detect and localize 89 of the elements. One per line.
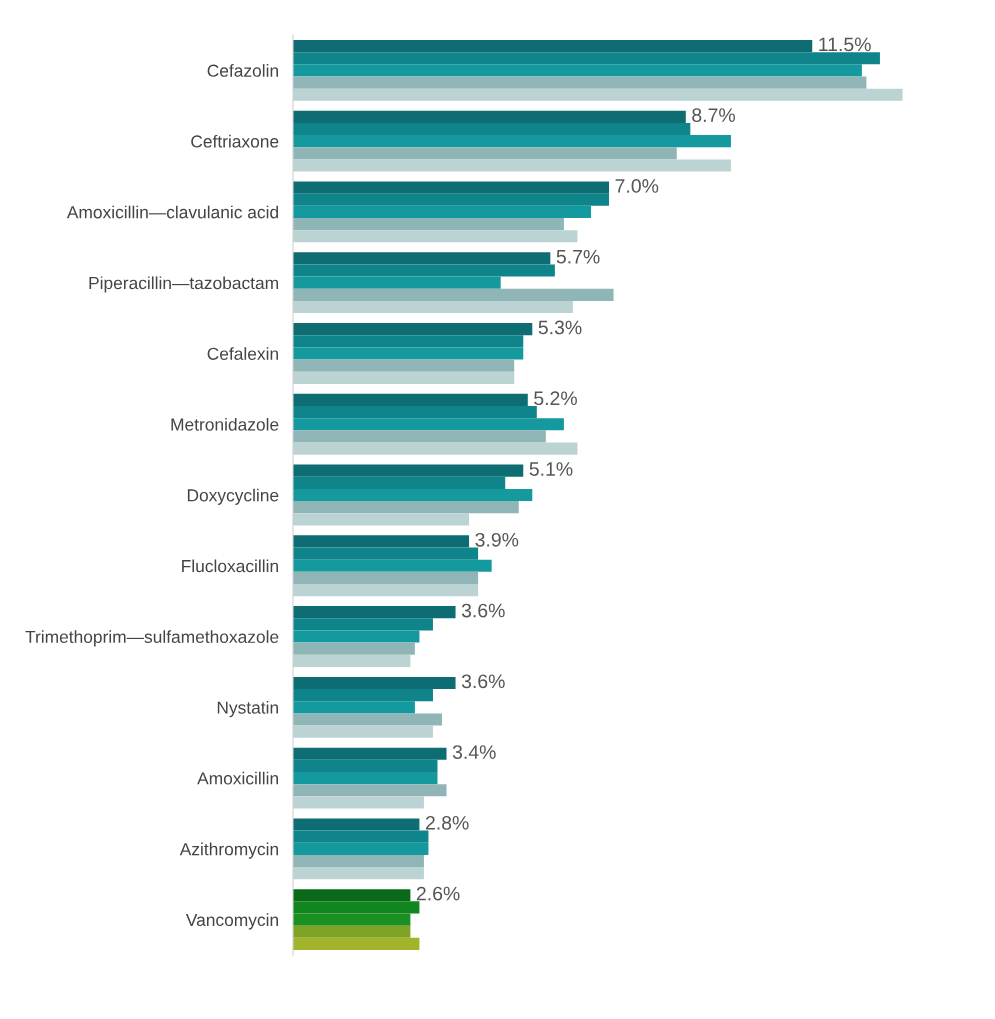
bar bbox=[293, 676, 456, 690]
bar bbox=[293, 889, 411, 902]
y-tick-label: Cefalexin bbox=[207, 347, 278, 360]
bar bbox=[293, 584, 479, 597]
bar bbox=[293, 464, 524, 477]
data-label: 3.9% bbox=[475, 532, 519, 547]
data-label: 7.0% bbox=[615, 179, 659, 193]
bar bbox=[293, 771, 438, 785]
bar bbox=[293, 205, 591, 219]
bar bbox=[293, 713, 442, 726]
data-label: 5.1% bbox=[529, 462, 573, 476]
bar bbox=[293, 110, 686, 123]
bar bbox=[293, 371, 515, 384]
bar bbox=[293, 818, 420, 831]
data-label: 2.6% bbox=[416, 886, 460, 901]
bar bbox=[293, 476, 506, 489]
data-label: 2.8% bbox=[425, 815, 469, 830]
bar bbox=[293, 252, 551, 265]
bar bbox=[293, 64, 862, 77]
bar bbox=[293, 347, 524, 360]
bar bbox=[293, 39, 813, 53]
bar bbox=[293, 925, 411, 938]
bar bbox=[293, 323, 533, 336]
bar bbox=[293, 135, 731, 148]
y-tick-label: Metronidazole bbox=[171, 417, 279, 431]
data-label: 5.7% bbox=[556, 249, 600, 264]
bar bbox=[293, 181, 610, 194]
data-label: 5.2% bbox=[534, 391, 577, 406]
y-tick-label: Ceftriaxone bbox=[191, 134, 279, 148]
bar bbox=[293, 488, 533, 502]
bar bbox=[293, 76, 867, 89]
bar bbox=[293, 147, 677, 160]
y-tick-label: Nystatin bbox=[217, 701, 278, 718]
bar bbox=[293, 418, 564, 431]
bar bbox=[293, 854, 424, 868]
bar bbox=[293, 784, 447, 797]
bar bbox=[293, 264, 555, 277]
y-tick-label: Vancomycin bbox=[185, 913, 278, 930]
bar bbox=[293, 88, 903, 101]
data-label: 5.3% bbox=[538, 320, 582, 335]
y-tick-label: Piperacillin—tazobactam bbox=[89, 276, 278, 293]
bar bbox=[293, 630, 420, 643]
bar bbox=[293, 606, 456, 619]
bar bbox=[293, 193, 610, 206]
y-tick-label: Flucloxacillin bbox=[182, 559, 278, 573]
bar bbox=[293, 300, 573, 314]
bar bbox=[293, 796, 424, 809]
y-tick-label: Amoxicillin—clavulanic acid bbox=[66, 205, 278, 219]
bar bbox=[293, 442, 578, 455]
bar bbox=[293, 689, 433, 702]
data-label: 3.6% bbox=[461, 674, 505, 689]
data-label: 8.7% bbox=[692, 108, 735, 123]
bar bbox=[293, 52, 880, 65]
bar bbox=[293, 276, 501, 289]
bar bbox=[293, 335, 524, 348]
bar bbox=[293, 430, 546, 443]
bar bbox=[293, 559, 492, 572]
bar bbox=[293, 122, 691, 136]
bar bbox=[293, 654, 411, 667]
bar bbox=[293, 513, 470, 526]
bar bbox=[293, 618, 433, 631]
y-tick-label: Doxycycline bbox=[187, 488, 279, 505]
bar bbox=[293, 218, 564, 231]
bar bbox=[293, 747, 447, 760]
bar bbox=[293, 535, 470, 548]
bar bbox=[293, 867, 424, 880]
bar bbox=[293, 359, 515, 372]
bar bbox=[293, 571, 479, 585]
bar bbox=[293, 642, 415, 655]
bar bbox=[293, 230, 578, 243]
y-tick-label: Trimethoprim—sulfamethoxazole bbox=[25, 630, 279, 647]
bar bbox=[293, 701, 415, 714]
bar bbox=[293, 842, 429, 855]
bar bbox=[293, 405, 537, 419]
data-label: 11.5% bbox=[819, 37, 871, 52]
data-label: 3.6% bbox=[461, 603, 505, 618]
bar bbox=[293, 288, 614, 301]
y-tick-label: Cefazolin bbox=[207, 64, 278, 77]
bar bbox=[293, 725, 433, 738]
bar bbox=[293, 830, 429, 843]
y-tick-label: Azithromycin bbox=[179, 842, 278, 859]
bar bbox=[293, 759, 438, 772]
bar bbox=[293, 393, 528, 406]
bar bbox=[293, 547, 479, 560]
data-label: 3.4% bbox=[452, 745, 496, 759]
bar bbox=[293, 159, 731, 172]
bar bbox=[293, 937, 420, 951]
bar bbox=[293, 501, 519, 514]
y-tick-label: Amoxicillin bbox=[197, 771, 278, 785]
